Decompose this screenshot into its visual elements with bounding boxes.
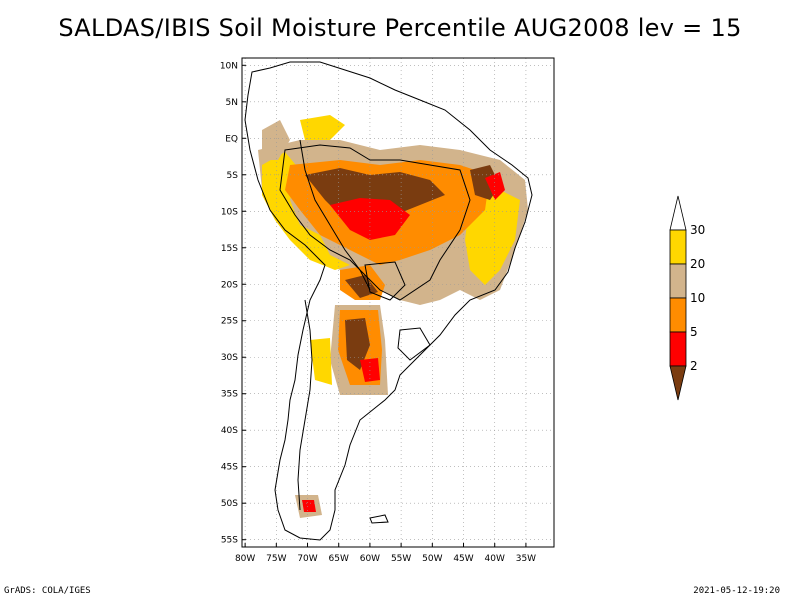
shade-brown-argentina [345, 318, 370, 370]
lon-tick-label: 65W [329, 554, 349, 564]
legend-swatch [669, 297, 687, 333]
lon-tick-label: 55W [391, 554, 411, 564]
lon-tick-label: 60W [360, 554, 380, 564]
map-graticule [242, 58, 554, 547]
border-andes [299, 139, 371, 291]
legend-swatch-bottom [669, 365, 687, 401]
legend-swatch [669, 229, 687, 265]
lat-tick-label: 20S [221, 280, 238, 290]
legend-label: 2 [690, 359, 698, 373]
lat-tick-label: 15S [221, 244, 238, 254]
color-legend: 2 5 10 20 30 [669, 195, 705, 401]
lat-tick-label: 35S [221, 390, 238, 400]
lat-tick-label: EQ [225, 134, 238, 144]
south-america-coastline [244, 61, 533, 541]
legend-label: 30 [690, 223, 705, 237]
falklands [369, 514, 389, 524]
coastline-and-borders [244, 61, 533, 541]
lat-tick-label: 10N [220, 61, 238, 71]
shade-yellow-north [300, 115, 345, 140]
legend-swatch [669, 263, 687, 299]
lat-tick-label: 30S [221, 353, 238, 363]
legend-label: 5 [690, 325, 698, 339]
lat-tick-label: 40S [221, 426, 238, 436]
shade-red-patagonia [302, 500, 316, 512]
lat-tick-label: 45S [221, 463, 238, 473]
map-title: SALDAS/IBIS Soil Moisture Percentile AUG… [58, 14, 742, 42]
shade-tan-andes [262, 120, 290, 160]
lon-tick-label: 50W [422, 554, 442, 564]
latitude-axis: 10N 5N EQ 5S 10S 15S 20S 25S 30S 35S 40S 45S 50S 55S [220, 61, 246, 546]
border-brazil [279, 144, 471, 301]
legend-label: 10 [690, 291, 705, 305]
lat-tick-label: 25S [221, 317, 238, 327]
lon-tick-label: 35W [516, 554, 536, 564]
lon-tick-label: 45W [453, 554, 473, 564]
soil-moisture-shading [258, 115, 528, 518]
border-paraguay [364, 261, 406, 301]
map-frame [241, 57, 555, 548]
legend-label: 20 [690, 257, 705, 271]
lat-tick-label: 5N [226, 98, 238, 108]
shade-yellow-brazil [262, 152, 350, 270]
lat-tick-label: 5S [227, 171, 239, 181]
lon-tick-label: 75W [266, 554, 286, 564]
footer-grads-credit: GrADS: COLA/IGES [4, 586, 91, 596]
lat-tick-label: 55S [221, 536, 238, 546]
legend-swatch-top [669, 195, 687, 231]
border-uruguay [397, 327, 431, 361]
lat-tick-label: 10S [221, 207, 238, 217]
footer-timestamp: 2021-05-12-19:20 [693, 586, 780, 596]
legend-swatch [669, 331, 687, 367]
lon-tick-label: 40W [485, 554, 505, 564]
lon-tick-label: 80W [235, 554, 255, 564]
shade-yellow-argentina [310, 338, 332, 385]
lat-tick-label: 50S [221, 499, 238, 509]
longitude-axis: 80W 75W 70W 65W 60W 55W 50W 45W 40W 35W [235, 543, 536, 564]
border-argentina-chile [297, 299, 313, 511]
lon-tick-label: 70W [297, 554, 317, 564]
